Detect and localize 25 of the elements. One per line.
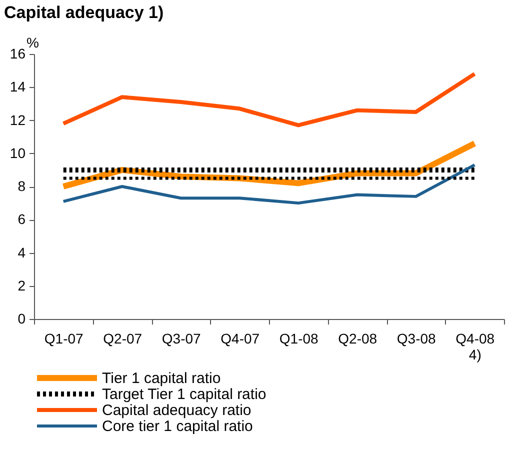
y-tick-label: 10 xyxy=(10,144,26,161)
x-tick-label: Q4-08 4) xyxy=(456,330,495,362)
legend-label: Capital adequacy ratio xyxy=(102,402,252,419)
x-tick-label: Q3-08 xyxy=(396,330,436,346)
y-tick-label: 14 xyxy=(10,78,26,95)
x-tick-label: Q1-08 xyxy=(279,330,319,346)
legend-label: Tier 1 capital ratio xyxy=(102,370,221,387)
x-tick-label: Q2-08 xyxy=(338,330,378,346)
x-tick-label: Q2-07 xyxy=(103,330,142,346)
y-tick-label: 8 xyxy=(18,178,26,194)
y-tick-label: 0 xyxy=(18,310,26,326)
y-tick-label: 16 xyxy=(10,46,26,62)
x-tick-label: Q4-07 xyxy=(220,330,260,346)
x-tick-label: Q3-07 xyxy=(162,330,202,346)
x-tick-label: Q1-07 xyxy=(44,330,84,346)
y-axis-title: % xyxy=(26,34,39,50)
line-series xyxy=(62,163,476,205)
y-tick-label: 6 xyxy=(18,211,26,228)
line-series xyxy=(61,72,477,128)
y-tick-label: 2 xyxy=(18,277,26,294)
y-tick-label: 12 xyxy=(10,112,26,128)
legend-label: Target Tier 1 capital ratio xyxy=(102,386,266,403)
chart-title: Capital adequacy 1) xyxy=(4,3,164,22)
legend-label: Core tier 1 capital ratio xyxy=(102,418,253,435)
y-tick-label: 4 xyxy=(18,244,26,260)
